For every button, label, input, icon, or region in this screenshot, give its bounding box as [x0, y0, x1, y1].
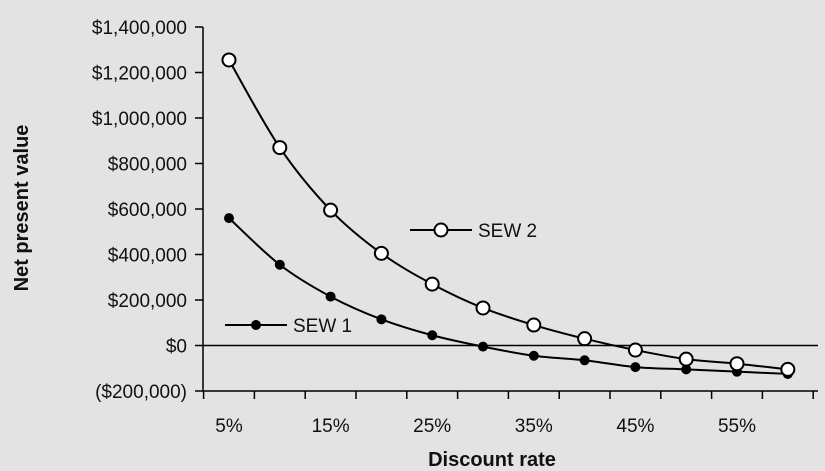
- data-point: [221, 52, 237, 68]
- data-point: [577, 331, 593, 347]
- legend-sew2-marker: [433, 222, 449, 238]
- data-point: [325, 291, 336, 302]
- legend-sew1: SEW 1: [225, 316, 352, 337]
- data-point: [475, 300, 491, 316]
- y-tick-label: $1,200,000: [92, 64, 187, 85]
- x-tick-label: 35%: [515, 416, 553, 437]
- x-tick-label: 25%: [413, 416, 451, 437]
- x-tick-label: 5%: [215, 416, 243, 437]
- data-point: [272, 140, 288, 156]
- data-point: [627, 342, 643, 358]
- data-point: [323, 202, 339, 218]
- data-point: [478, 341, 488, 352]
- legend-sew2: SEW 2: [410, 221, 537, 242]
- x-tick-label: 45%: [616, 416, 654, 437]
- data-point: [224, 213, 234, 224]
- data-point: [630, 362, 641, 373]
- data-point: [376, 314, 387, 325]
- y-axis-title: Net present value: [11, 125, 33, 292]
- data-point: [780, 361, 796, 377]
- data-point: [373, 245, 389, 261]
- y-tick-label: $800,000: [108, 155, 187, 176]
- data-point: [424, 276, 440, 292]
- data-point: [528, 350, 539, 361]
- axes: $1,400,000 $1,200,000 $1,000,000 $800,000 $6…: [92, 18, 818, 437]
- y-tick-label: $0: [166, 337, 187, 358]
- data-point: [729, 356, 745, 372]
- legend-sew1-label: SEW 1: [293, 316, 352, 337]
- data-point: [427, 330, 438, 341]
- x-tick-label: 15%: [312, 416, 350, 437]
- y-tick-label: ($200,000): [95, 382, 187, 403]
- data-point: [526, 317, 542, 333]
- data-point: [678, 351, 694, 367]
- x-axis-title: Discount rate: [428, 449, 556, 471]
- data-point: [274, 259, 285, 270]
- legend-sew1-marker: [251, 320, 261, 330]
- legend: SEW 1 SEW 2: [225, 221, 537, 337]
- y-tick-label: $600,000: [108, 200, 187, 221]
- y-tick-label: $400,000: [108, 246, 187, 267]
- data-point: [579, 355, 590, 366]
- y-tick-label: $1,000,000: [92, 109, 187, 130]
- y-tick-label: $200,000: [108, 291, 187, 312]
- data-point: [681, 364, 692, 375]
- series-sew-2: [221, 52, 796, 377]
- legend-sew2-label: SEW 2: [478, 221, 537, 242]
- x-tick-label: 55%: [718, 416, 756, 437]
- y-tick-label: $1,400,000: [92, 18, 187, 39]
- series-layer: [221, 52, 796, 379]
